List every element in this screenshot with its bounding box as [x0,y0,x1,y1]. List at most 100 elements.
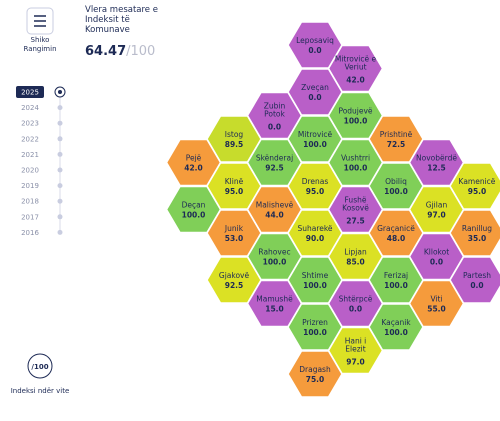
municipality-name: Istog [225,130,244,139]
municipality-value: 95.0 [306,187,325,196]
municipality-value: 100.0 [344,164,368,173]
municipality-value: 75.0 [306,375,325,384]
year-list: 2025 2024 2023 2022 2021 2020 2019 2018 2017 2016 [16,86,65,237]
header-score: 64.47/100 [85,44,155,59]
municipality-name: Dragash [299,365,331,374]
municipality-value: 100.0 [384,328,408,337]
year-dot-center [58,90,62,94]
municipality-value: 90.0 [306,234,325,243]
municipality-value: 42.0 [184,164,203,173]
year-dot[interactable] [58,183,63,188]
year-label[interactable]: 2020 [21,167,39,175]
municipality-name: Gjakovë [219,271,250,280]
municipality-value: 48.0 [387,234,406,243]
year-label[interactable]: 2023 [21,120,39,128]
municipality-value: 100.0 [303,328,327,337]
municipality-name: Klinë [225,177,244,186]
municipality-name: Obiliq [385,177,407,186]
municipality-value: 92.5 [265,164,284,173]
year-dot[interactable] [58,230,63,235]
municipality-name: Lipjan [344,248,367,257]
municipality-value: 100.0 [303,140,327,149]
year-dot[interactable] [58,168,63,173]
year-label[interactable]: 2025 [21,89,39,97]
municipality-name: Shtime [302,271,329,280]
municipality-name: Malishevë [256,201,294,210]
municipality-value: 53.0 [225,234,244,243]
municipality-value: 35.0 [468,234,487,243]
municipality-name: Skënderaj [256,154,293,163]
municipality-value: 85.0 [346,258,365,267]
municipality-name: Shtërpcë [339,295,373,304]
municipality-name: Ferizaj [384,271,408,280]
history-icon-text: /100 [31,363,48,371]
municipality-value: 97.0 [346,358,365,367]
year-dot[interactable] [58,214,63,219]
year-label[interactable]: 2021 [21,151,39,159]
history-label[interactable]: Indeksi ndër vite [11,387,70,395]
municipality-value: 0.0 [308,46,321,55]
year-label[interactable]: 2022 [21,135,39,143]
municipality-value: 92.5 [225,281,244,290]
municipality-name: Zveçan [301,83,329,92]
municipality-name: Novobërdë [416,154,457,163]
municipality-name: Leposaviq [296,36,334,45]
municipality-name: Vushtrri [341,154,370,163]
municipality-value: 15.0 [265,305,284,314]
municipality-value: 100.0 [303,281,327,290]
year-dot[interactable] [58,136,63,141]
municipality-value: 0.0 [430,258,443,267]
municipality-value: 95.0 [468,187,487,196]
municipality-name: Graçanicë [377,224,415,233]
municipality-value: 100.0 [384,187,408,196]
municipality-value: 95.0 [225,187,244,196]
municipality-name: Pejë [186,154,202,163]
year-label[interactable]: 2018 [21,198,39,206]
year-dot[interactable] [58,152,63,157]
year-label[interactable]: 2019 [21,182,39,190]
municipality-value: 55.0 [427,305,446,314]
municipality-value: 100.0 [263,258,287,267]
municipality-name: Mamushë [256,295,293,304]
municipality-value: 0.0 [470,281,483,290]
municipality-value: 44.0 [265,211,284,220]
year-label[interactable]: 2016 [21,229,39,237]
municipality-name: Partesh [463,271,491,280]
municipality-name: Viti [430,295,442,304]
municipality-value: 100.0 [344,117,368,126]
year-dot[interactable] [58,105,63,110]
municipality-value: 0.0 [349,305,362,314]
municipality-name: Kaçanik [381,318,411,327]
index-history-button[interactable]: /100 Indeksi ndër vite [11,354,70,395]
municipality-value: 97.0 [427,211,446,220]
municipality-value: 12.5 [427,164,446,173]
year-dot[interactable] [58,199,63,204]
municipality-name: Prishtinë [380,130,413,139]
municipality-name: Junik [224,224,244,233]
year-label[interactable]: 2024 [21,104,39,112]
municipality-value: 89.5 [225,140,244,149]
municipality-name: Mitrovicë [298,130,333,139]
municipality-name: Deçan [182,201,206,210]
municipality-value: 0.0 [268,123,281,132]
year-label[interactable]: 2017 [21,213,39,221]
score-max: /100 [126,44,155,59]
municipality-value: 27.5 [346,217,365,226]
municipality-name: Rahovec [258,248,290,257]
score: 64.47 [85,44,126,59]
municipality-name: Gjilan [426,201,448,210]
municipality-value: 100.0 [384,281,408,290]
municipality-name: Suharekë [297,224,332,233]
municipality-name: Kllokot [424,248,449,257]
municipality-value: 72.5 [387,140,406,149]
municipality-name: Drenas [302,177,329,186]
year-dot[interactable] [58,121,63,126]
municipality-name: Ranillug [462,224,492,233]
municipality-value: 0.0 [308,93,321,102]
